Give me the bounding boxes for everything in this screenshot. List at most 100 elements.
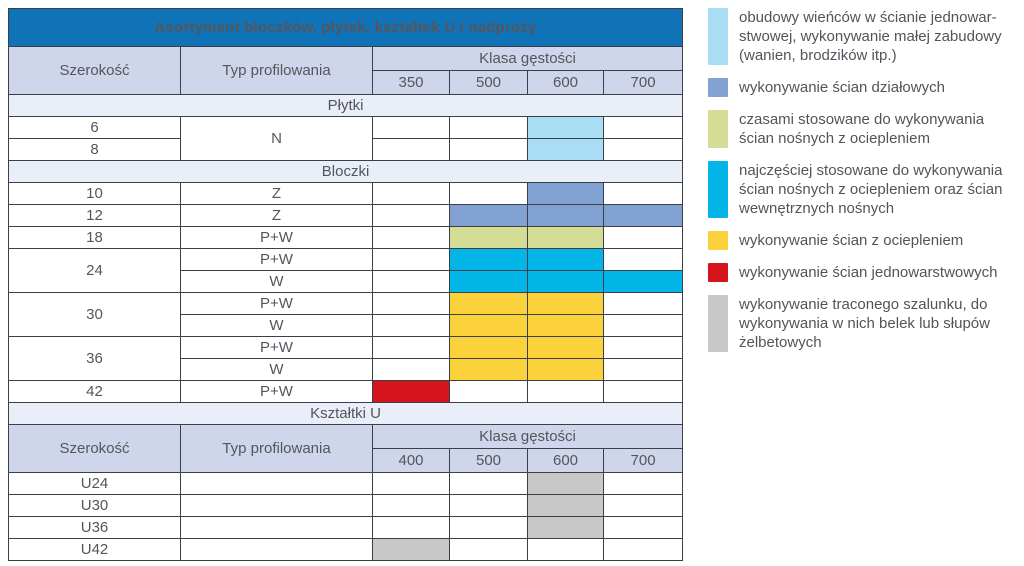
density-cell (602, 516, 684, 539)
density-cell (449, 292, 528, 315)
legend-text: wykonywanie ścian z ociepleniem (739, 232, 964, 249)
density-cell (527, 182, 604, 205)
table-row: U24 (8, 472, 684, 495)
legend-item: obudowy wieńców w ścianie jednowar-stwow… (708, 8, 1018, 65)
density-cell (372, 538, 450, 561)
table-row: U42 (8, 538, 684, 561)
table-row: 24 P+W (8, 248, 684, 293)
density-cell (372, 494, 450, 517)
legend-text: obudowy wieńców w ścianie jednowar-stwow… (739, 9, 1002, 64)
table-row: Bloczki (7, 160, 684, 183)
legend-swatch-steel-blue (708, 78, 728, 97)
density-cell (449, 472, 528, 495)
density-cell (372, 472, 450, 495)
width-cell: U36 (8, 516, 181, 539)
density-cell (449, 116, 528, 139)
legend-swatch-light-blue (708, 8, 728, 65)
table-row: 12 Z (8, 204, 684, 227)
legend-text: najczęściej stosowane do wykonywania ści… (739, 162, 1003, 217)
density-cell (602, 494, 684, 517)
legend-text: wykonywanie ścian jednowarstwowych (739, 264, 998, 281)
table-row: 6 N (8, 116, 684, 161)
density-cell (602, 182, 684, 205)
density-class-header: 600 (527, 448, 604, 473)
column-header-type: Typ profilowania (180, 46, 373, 95)
type-cell: Z (180, 182, 373, 205)
table-row: 36 P+W (8, 336, 684, 381)
density-cell (527, 226, 604, 249)
density-cell (602, 270, 684, 293)
legend-text: wykonywanie traconego szalunku, do wykon… (739, 296, 990, 351)
density-cell (372, 226, 450, 249)
width-cell: 8 (8, 138, 181, 161)
legend-item: wykonywanie ścian działowych (708, 78, 1018, 97)
density-cell (449, 226, 528, 249)
density-cell (602, 292, 684, 315)
density-cell (602, 380, 684, 403)
density-cell (527, 292, 604, 315)
column-header-width: Szerokość (8, 46, 181, 95)
width-cell: 30 (8, 292, 181, 337)
width-cell: 6 (8, 116, 181, 139)
table-row: Asortyment bloczków, płytek, kształtek U… (7, 8, 684, 47)
density-cell (527, 538, 604, 561)
density-cell (527, 314, 604, 337)
width-cell: 36 (8, 336, 181, 381)
density-cell (372, 336, 450, 359)
density-cell (449, 494, 528, 517)
width-cell: 10 (8, 182, 181, 205)
density-class-header: 700 (602, 70, 684, 95)
density-class-header: 500 (449, 448, 528, 473)
width-cell: U42 (8, 538, 181, 561)
density-cell (372, 138, 450, 161)
density-cell (449, 380, 528, 403)
type-cell: P+W (180, 226, 373, 249)
density-cell (372, 516, 450, 539)
density-cell (527, 116, 604, 139)
width-cell: U24 (8, 472, 181, 495)
type-cell: P+W (180, 292, 373, 315)
type-cell: P+W (180, 336, 373, 359)
legend-swatch-yellow (708, 231, 728, 250)
width-cell: 18 (8, 226, 181, 249)
density-cell (527, 358, 604, 381)
legend-item: wykonywanie ścian z ociepleniem (708, 231, 1018, 250)
density-cell (527, 472, 604, 495)
type-cell: P+W (180, 248, 373, 271)
section-header-ksztaltki: Kształtki U (7, 402, 684, 425)
density-cell (602, 226, 684, 249)
density-cell (372, 182, 450, 205)
density-cell (372, 314, 450, 337)
assortment-table: Asortyment bloczków, płytek, kształtek U… (7, 8, 684, 561)
table-row: U36 (8, 516, 684, 539)
density-cell (602, 138, 684, 161)
type-cell: Z (180, 204, 373, 227)
density-cell (372, 358, 450, 381)
type-cell (180, 516, 373, 539)
type-cell: W (180, 314, 373, 337)
legend-swatch-green (708, 110, 728, 148)
density-cell (527, 494, 604, 517)
column-header-density: Klasa gęstości (371, 46, 684, 71)
density-cell (449, 358, 528, 381)
density-class-header: 400 (372, 448, 450, 473)
density-cell (449, 270, 528, 293)
width-cell: 12 (8, 204, 181, 227)
width-cell: 42 (8, 380, 181, 403)
table-row: U30 (8, 494, 684, 517)
density-cell (449, 538, 528, 561)
density-cell (602, 336, 684, 359)
density-cell (449, 336, 528, 359)
density-class-header: 600 (527, 70, 604, 95)
type-cell: W (180, 358, 373, 381)
table-row: Płytki (7, 94, 684, 117)
density-cell (527, 380, 604, 403)
type-cell (180, 472, 373, 495)
density-cell (372, 270, 450, 293)
density-cell (527, 516, 604, 539)
table-row: Kształtki U (7, 402, 684, 425)
density-cell (602, 358, 684, 381)
density-cell (602, 204, 684, 227)
table-row: W (9, 270, 684, 293)
density-cell (372, 204, 450, 227)
